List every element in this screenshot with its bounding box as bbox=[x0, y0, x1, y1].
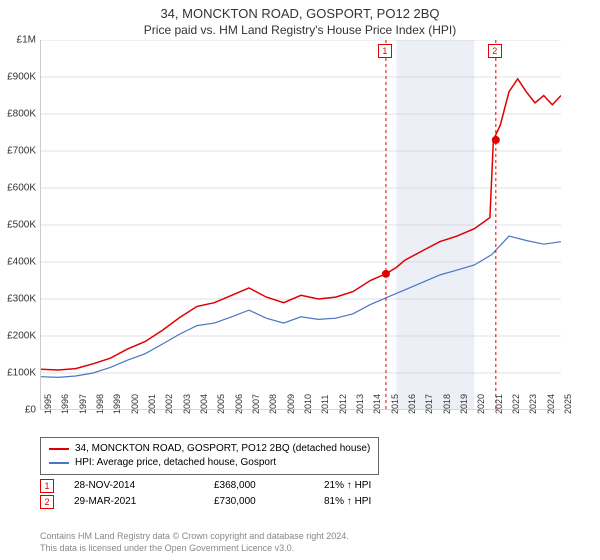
x-tick-label: 1997 bbox=[78, 394, 88, 414]
x-tick-label: 1998 bbox=[95, 394, 105, 414]
x-tick-label: 2022 bbox=[511, 394, 521, 414]
marker-badge-plot: 2 bbox=[488, 44, 502, 58]
marker-hpi: 81% ↑ HPI bbox=[324, 494, 414, 510]
x-tick-label: 2019 bbox=[459, 394, 469, 414]
legend-item: 34, MONCKTON ROAD, GOSPORT, PO12 2BQ (de… bbox=[49, 442, 370, 456]
x-tick-label: 2000 bbox=[130, 394, 140, 414]
y-tick-label: £1M bbox=[0, 35, 36, 46]
y-tick-label: £900K bbox=[0, 72, 36, 83]
y-tick-label: £0 bbox=[0, 405, 36, 416]
marker-table: 1 28-NOV-2014 £368,000 21% ↑ HPI 2 29-MA… bbox=[40, 478, 414, 510]
x-tick-label: 2011 bbox=[320, 395, 330, 414]
x-tick-label: 2018 bbox=[442, 394, 452, 414]
marker-badge: 2 bbox=[40, 495, 54, 509]
x-tick-label: 2024 bbox=[546, 394, 556, 414]
x-tick-label: 1996 bbox=[60, 394, 70, 414]
legend-swatch bbox=[49, 462, 69, 464]
x-tick-label: 2016 bbox=[407, 394, 417, 414]
x-tick-label: 2014 bbox=[372, 394, 382, 414]
y-tick-label: £100K bbox=[0, 368, 36, 379]
legend-swatch bbox=[49, 448, 69, 450]
marker-price: £730,000 bbox=[214, 494, 304, 510]
x-tick-label: 2009 bbox=[286, 394, 296, 414]
marker-badge: 1 bbox=[40, 479, 54, 493]
marker-price: £368,000 bbox=[214, 478, 304, 494]
marker-hpi: 21% ↑ HPI bbox=[324, 478, 414, 494]
x-tick-label: 2005 bbox=[216, 394, 226, 414]
footer-line: This data is licensed under the Open Gov… bbox=[40, 542, 349, 554]
x-tick-label: 1995 bbox=[43, 394, 53, 414]
marker-row: 1 28-NOV-2014 £368,000 21% ↑ HPI bbox=[40, 478, 414, 494]
x-tick-label: 2013 bbox=[355, 394, 365, 414]
x-tick-label: 2001 bbox=[147, 394, 157, 414]
chart-svg bbox=[41, 40, 561, 410]
x-tick-label: 2004 bbox=[199, 394, 209, 414]
x-tick-label: 2021 bbox=[494, 394, 504, 414]
marker-date: 29-MAR-2021 bbox=[74, 494, 194, 510]
y-tick-label: £600K bbox=[0, 183, 36, 194]
chart-plot-area bbox=[40, 40, 560, 410]
x-tick-label: 2017 bbox=[424, 394, 434, 414]
x-tick-label: 1999 bbox=[112, 394, 122, 414]
marker-row: 2 29-MAR-2021 £730,000 81% ↑ HPI bbox=[40, 494, 414, 510]
y-tick-label: £700K bbox=[0, 146, 36, 157]
x-tick-label: 2025 bbox=[563, 394, 573, 414]
footer-line: Contains HM Land Registry data © Crown c… bbox=[40, 530, 349, 542]
marker-badge-plot: 1 bbox=[378, 44, 392, 58]
y-tick-label: £400K bbox=[0, 257, 36, 268]
x-tick-label: 2020 bbox=[476, 394, 486, 414]
chart-title-address: 34, MONCKTON ROAD, GOSPORT, PO12 2BQ bbox=[0, 6, 600, 21]
footer-attribution: Contains HM Land Registry data © Crown c… bbox=[40, 530, 349, 554]
marker-date: 28-NOV-2014 bbox=[74, 478, 194, 494]
y-tick-label: £300K bbox=[0, 294, 36, 305]
x-tick-label: 2006 bbox=[234, 394, 244, 414]
x-tick-label: 2015 bbox=[390, 394, 400, 414]
x-tick-label: 2003 bbox=[182, 394, 192, 414]
y-tick-label: £800K bbox=[0, 109, 36, 120]
legend-item: HPI: Average price, detached house, Gosp… bbox=[49, 456, 370, 470]
x-tick-label: 2002 bbox=[164, 394, 174, 414]
y-tick-label: £200K bbox=[0, 331, 36, 342]
x-tick-label: 2023 bbox=[528, 394, 538, 414]
x-tick-label: 2007 bbox=[251, 394, 261, 414]
x-tick-label: 2008 bbox=[268, 394, 278, 414]
chart-title-sub: Price paid vs. HM Land Registry's House … bbox=[0, 23, 600, 37]
legend-label: HPI: Average price, detached house, Gosp… bbox=[75, 456, 276, 470]
x-tick-label: 2010 bbox=[303, 394, 313, 414]
x-tick-label: 2012 bbox=[338, 394, 348, 414]
y-tick-label: £500K bbox=[0, 220, 36, 231]
legend-label: 34, MONCKTON ROAD, GOSPORT, PO12 2BQ (de… bbox=[75, 442, 370, 456]
legend: 34, MONCKTON ROAD, GOSPORT, PO12 2BQ (de… bbox=[40, 437, 379, 475]
